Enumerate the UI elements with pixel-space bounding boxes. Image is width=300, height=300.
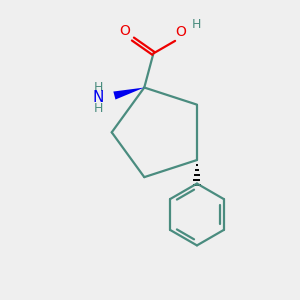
Polygon shape xyxy=(113,88,144,100)
Text: N: N xyxy=(92,90,104,105)
Text: O: O xyxy=(175,25,186,38)
Text: H: H xyxy=(94,81,103,94)
Text: H: H xyxy=(94,102,103,115)
Text: O: O xyxy=(119,24,130,38)
Text: H: H xyxy=(192,19,202,32)
